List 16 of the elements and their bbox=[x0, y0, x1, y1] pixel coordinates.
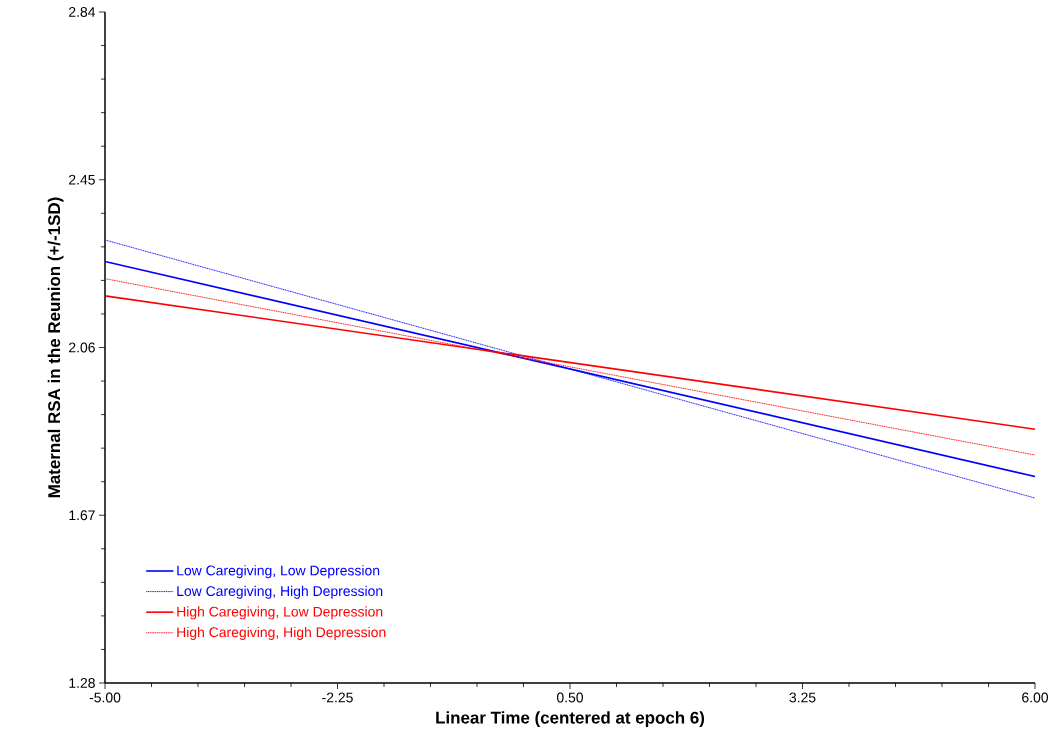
legend-label: High Caregiving, Low Depression bbox=[177, 606, 383, 620]
y-tick-label: 2.45 bbox=[69, 174, 95, 185]
x-tick-label: 3.25 bbox=[789, 692, 816, 703]
x-tick-label: -5.00 bbox=[89, 692, 121, 703]
y-tick-label: 2.06 bbox=[69, 342, 95, 353]
y-tick-label: 1.28 bbox=[69, 678, 95, 688]
x-tick-label: 0.50 bbox=[556, 692, 584, 703]
y-tick-label: 1.67 bbox=[69, 510, 95, 521]
y-axis-title: Maternal RSA in the Reunion (+/-1SD) bbox=[47, 197, 64, 498]
y-tick-label: 2.84 bbox=[69, 7, 96, 17]
x-axis-title: Linear Time (centered at epoch 6) bbox=[436, 711, 705, 728]
legend-label: Low Caregiving, High Depression bbox=[177, 585, 383, 599]
x-tick-label: 6.00 bbox=[1022, 692, 1049, 703]
legend-label: High Caregiving, High Depression bbox=[177, 626, 386, 640]
x-tick-label: -2.25 bbox=[322, 692, 353, 703]
legend-label: Low Caregiving, Low Depression bbox=[177, 565, 380, 579]
